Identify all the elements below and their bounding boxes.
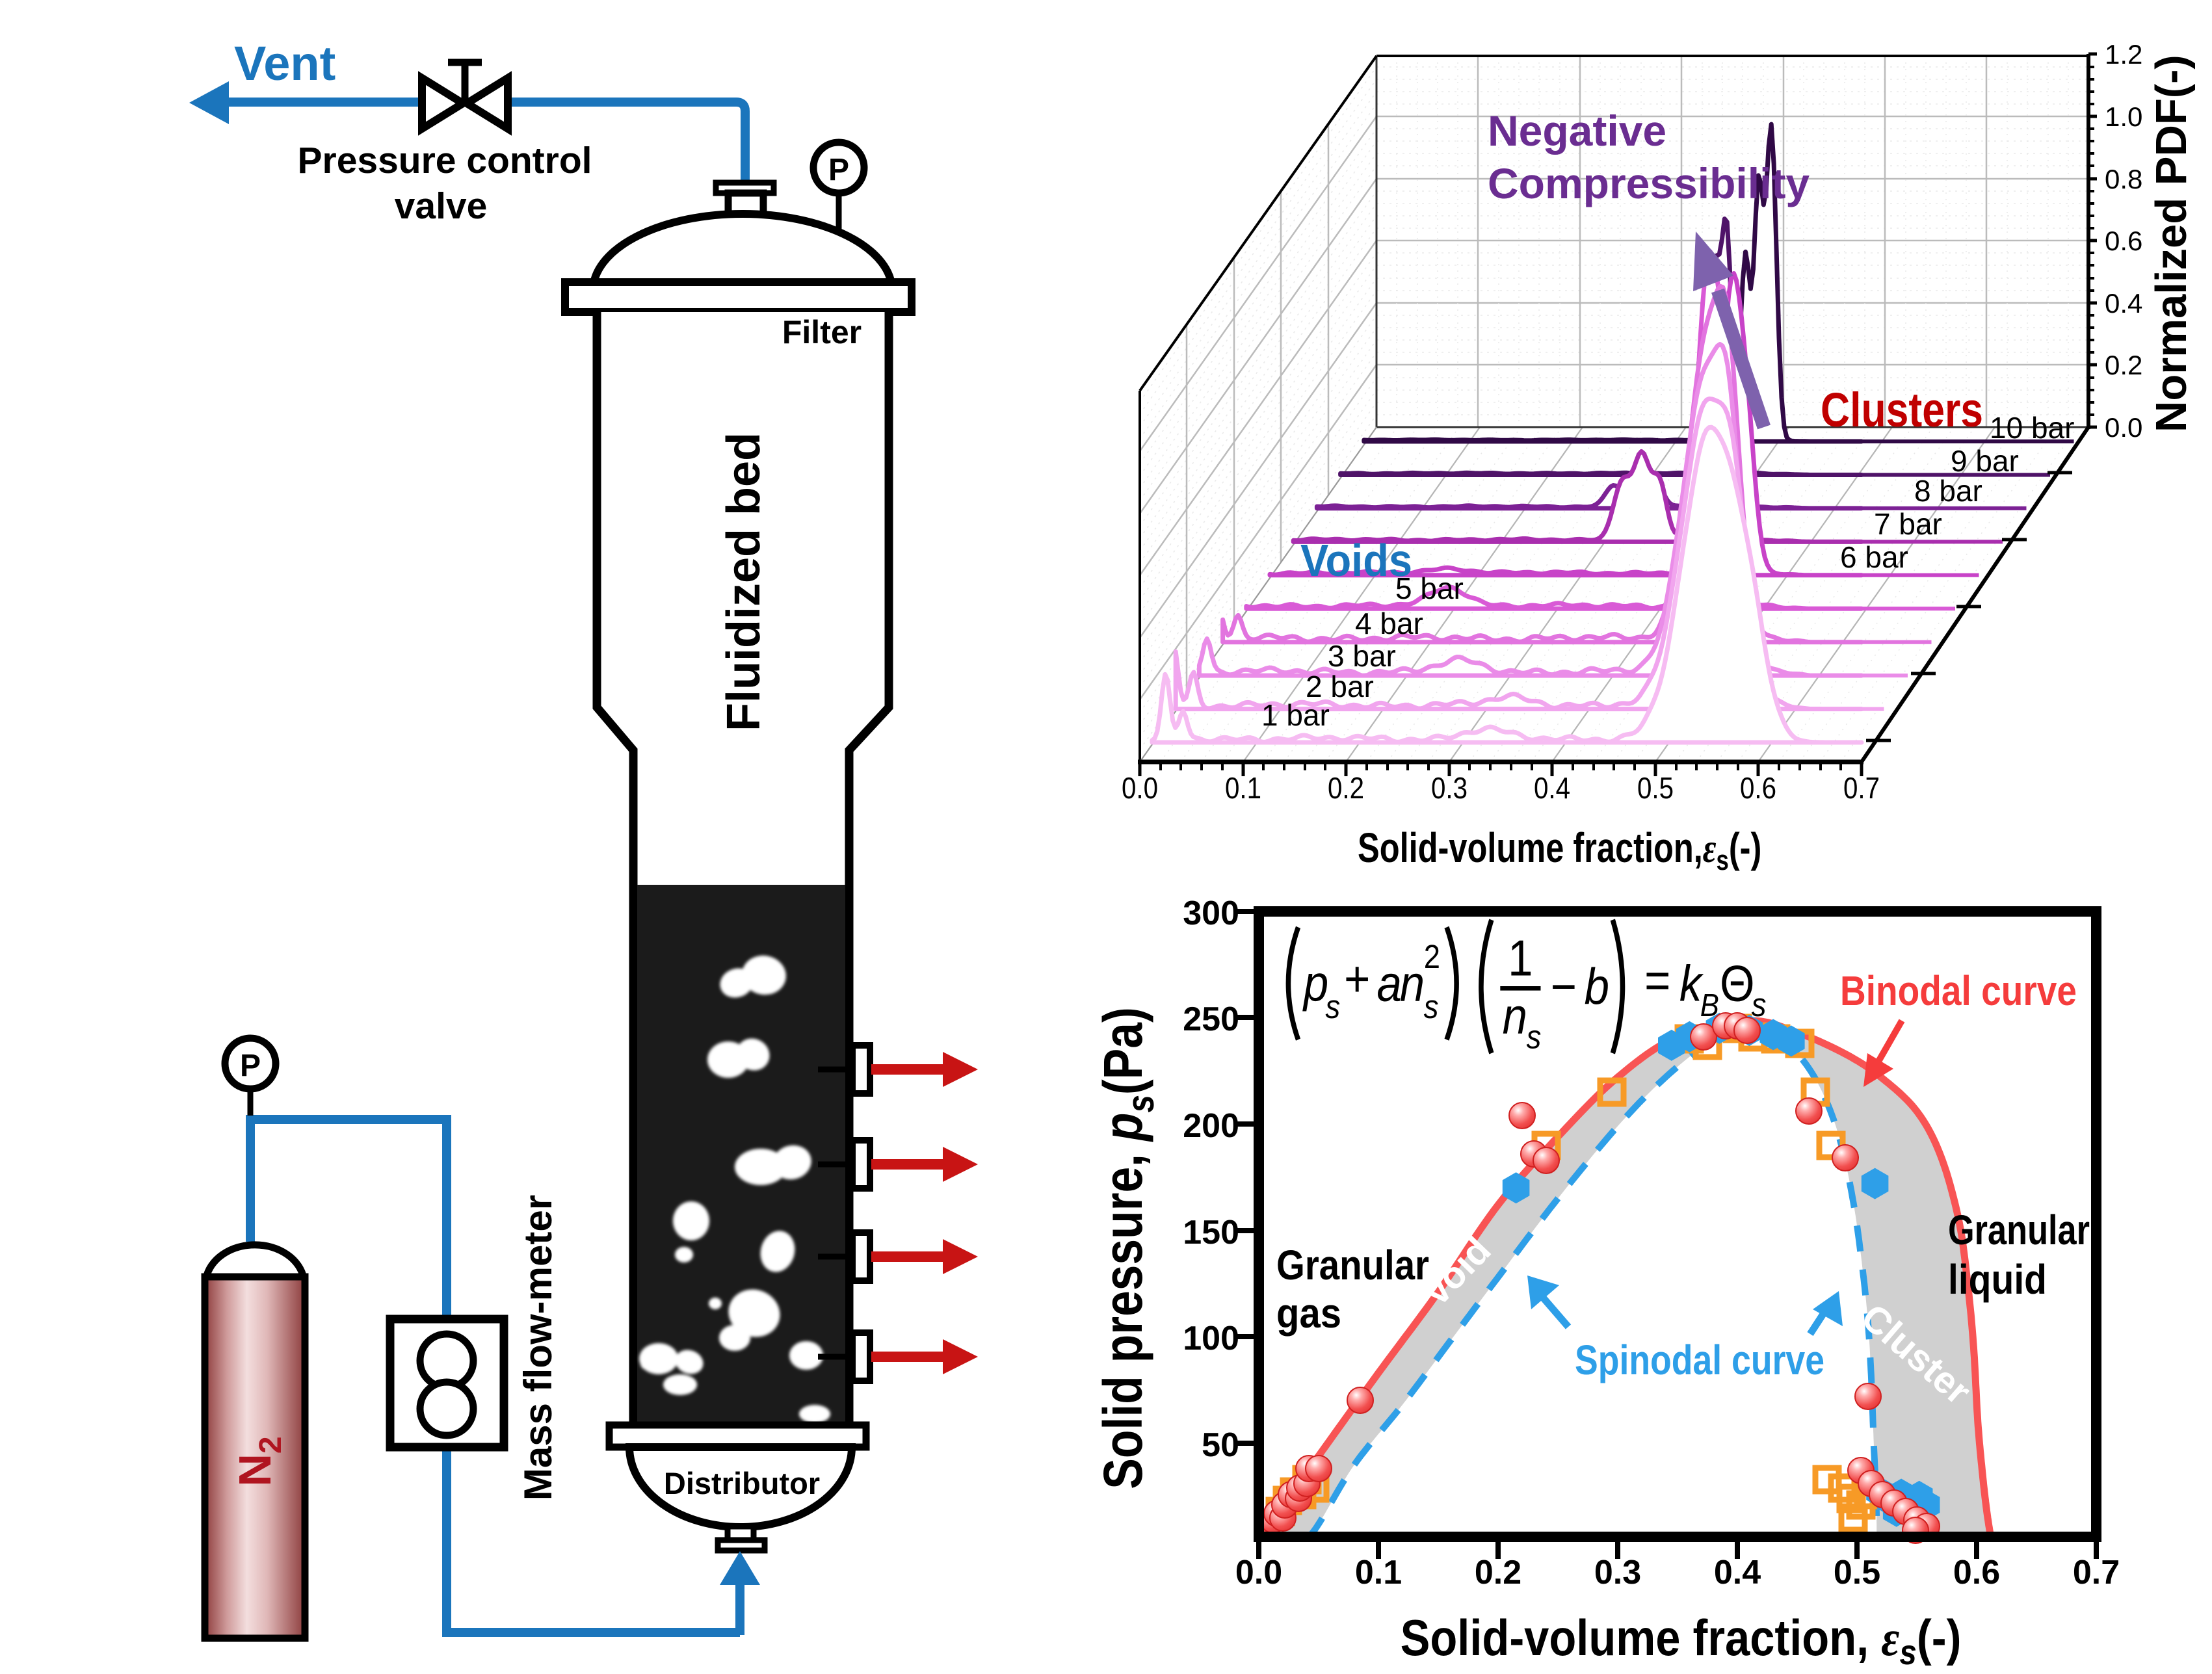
svg-text:s: s — [1527, 1019, 1542, 1056]
svg-text:200: 200 — [1183, 1107, 1239, 1145]
svg-text:s: s — [1752, 987, 1767, 1024]
svg-text:1.2: 1.2 — [2105, 39, 2142, 70]
svg-text:4 bar: 4 bar — [1355, 607, 1423, 640]
svg-text:Vent: Vent — [234, 36, 336, 90]
svg-text:0.7: 0.7 — [1843, 771, 1880, 805]
svg-text:s: s — [1326, 988, 1341, 1025]
svg-text:0.6: 0.6 — [1953, 1554, 2000, 1591]
svg-text:0.1: 0.1 — [1225, 771, 1261, 805]
svg-text:0.0: 0.0 — [1122, 771, 1158, 805]
svg-text:+: + — [1344, 950, 1370, 1008]
svg-text:0.7: 0.7 — [2073, 1554, 2120, 1591]
svg-text:b: b — [1585, 958, 1609, 1015]
svg-text:Solid pressure, ps(Pa): Solid pressure, ps(Pa) — [1092, 1007, 1161, 1489]
svg-text:Compressibility: Compressibility — [1488, 159, 1810, 207]
svg-text:0.4: 0.4 — [2105, 288, 2142, 319]
svg-text:gas: gas — [1276, 1290, 1341, 1337]
svg-text:n: n — [1400, 954, 1425, 1012]
svg-text:0.2: 0.2 — [1328, 771, 1364, 805]
svg-text:0.3: 0.3 — [1594, 1554, 1641, 1591]
svg-text:B: B — [1700, 987, 1719, 1023]
svg-text:n: n — [1503, 987, 1527, 1045]
svg-text:250: 250 — [1183, 1000, 1239, 1038]
svg-text:−: − — [1551, 958, 1577, 1015]
svg-text:P: P — [828, 153, 849, 187]
svg-text:N2: N2 — [230, 1436, 288, 1486]
svg-text:0.0: 0.0 — [1235, 1554, 1282, 1591]
svg-text:Binodal curve: Binodal curve — [1840, 967, 2077, 1014]
svg-text:0.8: 0.8 — [2105, 164, 2142, 194]
svg-text:7 bar: 7 bar — [1874, 507, 1942, 541]
svg-text:0.6: 0.6 — [2105, 226, 2142, 256]
svg-text:a: a — [1376, 954, 1401, 1012]
svg-text:Distributor: Distributor — [664, 1466, 820, 1500]
svg-text:0.1: 0.1 — [1355, 1554, 1402, 1591]
svg-text:0.2: 0.2 — [2105, 350, 2142, 380]
svg-text:Pressure control: Pressure control — [298, 140, 592, 181]
svg-text:0.0: 0.0 — [2105, 412, 2142, 443]
svg-text:Clusters: Clusters — [1821, 383, 1983, 437]
svg-text:0.4: 0.4 — [1534, 771, 1570, 805]
svg-text:liquid: liquid — [1948, 1256, 2047, 1303]
svg-text:2 bar: 2 bar — [1306, 670, 1374, 703]
svg-text:Granular: Granular — [1948, 1207, 2090, 1253]
svg-text:Normalized PDF(-): Normalized PDF(-) — [2147, 55, 2196, 432]
svg-text:6 bar: 6 bar — [1840, 540, 1908, 574]
svg-text:Solid-volume fraction, εs(-): Solid-volume fraction, εs(-) — [1401, 1609, 1962, 1671]
svg-text:Fluidized bed: Fluidized bed — [718, 432, 770, 731]
svg-text:valve: valve — [395, 185, 488, 227]
svg-text:0.5: 0.5 — [1834, 1554, 1880, 1591]
svg-text:Θ: Θ — [1720, 954, 1755, 1012]
svg-text:1 bar: 1 bar — [1261, 698, 1330, 732]
svg-text:Spinodal curve: Spinodal curve — [1575, 1337, 1824, 1383]
svg-text:3 bar: 3 bar — [1328, 639, 1396, 673]
svg-text:1: 1 — [1508, 929, 1533, 986]
svg-text:50: 50 — [1202, 1426, 1239, 1464]
svg-text:0.4: 0.4 — [1714, 1554, 1761, 1591]
svg-text:=: = — [1644, 952, 1670, 1009]
svg-text:300: 300 — [1183, 895, 1239, 932]
svg-text:2: 2 — [1424, 938, 1440, 975]
svg-text:1.0: 1.0 — [2105, 101, 2142, 132]
svg-text:Solid-volume fraction,εs(-): Solid-volume fraction,εs(-) — [1358, 825, 1761, 876]
svg-text:0.3: 0.3 — [1431, 771, 1468, 805]
svg-text:k: k — [1679, 954, 1704, 1012]
svg-text:Filter: Filter — [782, 314, 862, 350]
svg-text:0.5: 0.5 — [1637, 771, 1674, 805]
svg-text:100: 100 — [1183, 1320, 1239, 1357]
svg-text:P: P — [240, 1049, 261, 1083]
svg-text:150: 150 — [1183, 1214, 1239, 1251]
svg-text:0.6: 0.6 — [1740, 771, 1776, 805]
svg-text:0.2: 0.2 — [1475, 1554, 1521, 1591]
svg-text:Voids: Voids — [1300, 535, 1412, 586]
svg-text:8 bar: 8 bar — [1914, 474, 1982, 508]
svg-text:Mass flow-meter: Mass flow-meter — [516, 1195, 560, 1500]
svg-text:p: p — [1302, 954, 1328, 1012]
svg-text:9 bar: 9 bar — [1951, 444, 2019, 478]
svg-text:s: s — [1424, 988, 1439, 1025]
svg-text:10 bar: 10 bar — [1990, 411, 2074, 445]
svg-text:Granular: Granular — [1276, 1242, 1429, 1288]
svg-text:5 bar: 5 bar — [1395, 571, 1464, 605]
svg-text:Negative: Negative — [1488, 107, 1666, 155]
